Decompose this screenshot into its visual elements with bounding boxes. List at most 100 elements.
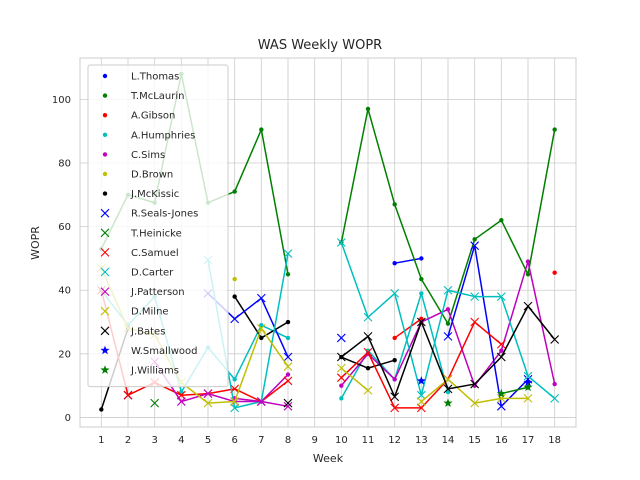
legend-label: T.Heinicke [130, 228, 182, 239]
marker-stroke [230, 403, 240, 413]
data-point [102, 152, 108, 157]
series-line [394, 257, 422, 264]
data-point [230, 403, 240, 413]
data-point [99, 407, 104, 412]
data-point [363, 347, 373, 357]
data-point [392, 260, 397, 266]
series-w-smallwood [416, 376, 533, 387]
data-point [525, 272, 531, 277]
x-tick-label: 11 [362, 435, 375, 446]
marker-stroke [123, 390, 133, 400]
data-point [392, 357, 397, 363]
data-point [339, 396, 344, 401]
marker-stroke [523, 393, 533, 403]
series-l-thomas [392, 256, 424, 266]
data-point [100, 306, 110, 316]
x-tick-label: 6 [231, 435, 237, 446]
data-point [100, 208, 110, 218]
data-point [256, 293, 266, 303]
data-point [416, 397, 426, 406]
y-tick-label: 60 [58, 222, 71, 233]
data-point [100, 267, 110, 277]
x-tick-label: 16 [495, 435, 508, 446]
data-point [102, 171, 108, 177]
marker-stroke [390, 403, 400, 413]
legend-box [87, 64, 229, 388]
y-tick-label: 0 [65, 413, 71, 424]
data-point [499, 218, 504, 223]
marker-stroke [100, 326, 110, 336]
series-line [501, 386, 529, 395]
data-point [100, 365, 110, 374]
data-point [230, 314, 240, 324]
data-point [496, 352, 506, 362]
data-point [416, 376, 426, 385]
legend-label: J.Bates [130, 326, 165, 337]
data-point [339, 383, 344, 388]
data-point [256, 323, 266, 333]
data-point [102, 73, 108, 79]
marker-stroke [336, 238, 346, 247]
legend-label: D.Milne [131, 307, 169, 318]
marker-stroke [496, 393, 506, 403]
data-point [336, 352, 346, 362]
legend: L.Thomas T.McLaurin A.Gibson A.Humphries C.S… [87, 64, 229, 388]
marker-stroke [100, 208, 110, 218]
legend-label: J.Patterson [130, 287, 185, 298]
legend-item: C.Sims [102, 150, 165, 161]
legend-label: D.Brown [131, 170, 173, 181]
marker-stroke [283, 398, 293, 408]
legend-item: L.Thomas [102, 72, 179, 83]
legend-item: D.Milne [100, 306, 169, 318]
data-point [470, 317, 480, 327]
data-point [283, 249, 293, 259]
legend-item: J.Bates [100, 326, 165, 337]
marker-stroke [470, 317, 480, 327]
data-point [390, 289, 400, 298]
data-point [100, 228, 110, 238]
marker-stroke [230, 314, 240, 324]
data-point [390, 392, 400, 402]
legend-label: J.McKissic [130, 189, 179, 200]
data-point [283, 362, 293, 371]
data-point [336, 363, 346, 373]
data-point [523, 377, 533, 387]
series-line [447, 244, 529, 408]
y-tick-label: 80 [58, 158, 71, 169]
series-t-heinicke [150, 398, 160, 408]
data-point [552, 270, 557, 275]
legend-label: R.Seals-Jones [131, 209, 198, 220]
data-point [443, 384, 453, 394]
marker-stroke [150, 398, 160, 408]
legend-item: W.Smallwood [100, 345, 197, 357]
marker-stroke [416, 397, 426, 406]
x-tick-label: 2 [125, 435, 131, 446]
marker-stroke [550, 393, 560, 403]
legend-item: R.Seals-Jones [100, 208, 198, 220]
data-point [102, 132, 108, 137]
data-point [445, 321, 451, 326]
legend-label: A.Gibson [131, 111, 175, 122]
series-d-brown [232, 276, 237, 282]
y-tick-label: 100 [52, 95, 71, 106]
data-point [443, 331, 453, 341]
data-point [259, 127, 264, 132]
marker-stroke [336, 363, 346, 373]
marker-stroke [100, 287, 110, 296]
legend-label: D.Carter [131, 268, 174, 279]
marker-stroke [416, 403, 426, 413]
marker-stroke [470, 292, 480, 301]
data-point [259, 323, 264, 328]
data-point [445, 389, 451, 395]
series-j-williams [443, 382, 533, 408]
data-point [283, 401, 293, 411]
x-tick-label: 8 [285, 435, 291, 446]
series-a-gibson [392, 270, 557, 341]
marker-stroke [256, 293, 266, 303]
data-point [336, 333, 346, 343]
x-tick-label: 1 [98, 435, 104, 446]
marker-stroke [496, 352, 506, 362]
data-point [496, 401, 506, 411]
